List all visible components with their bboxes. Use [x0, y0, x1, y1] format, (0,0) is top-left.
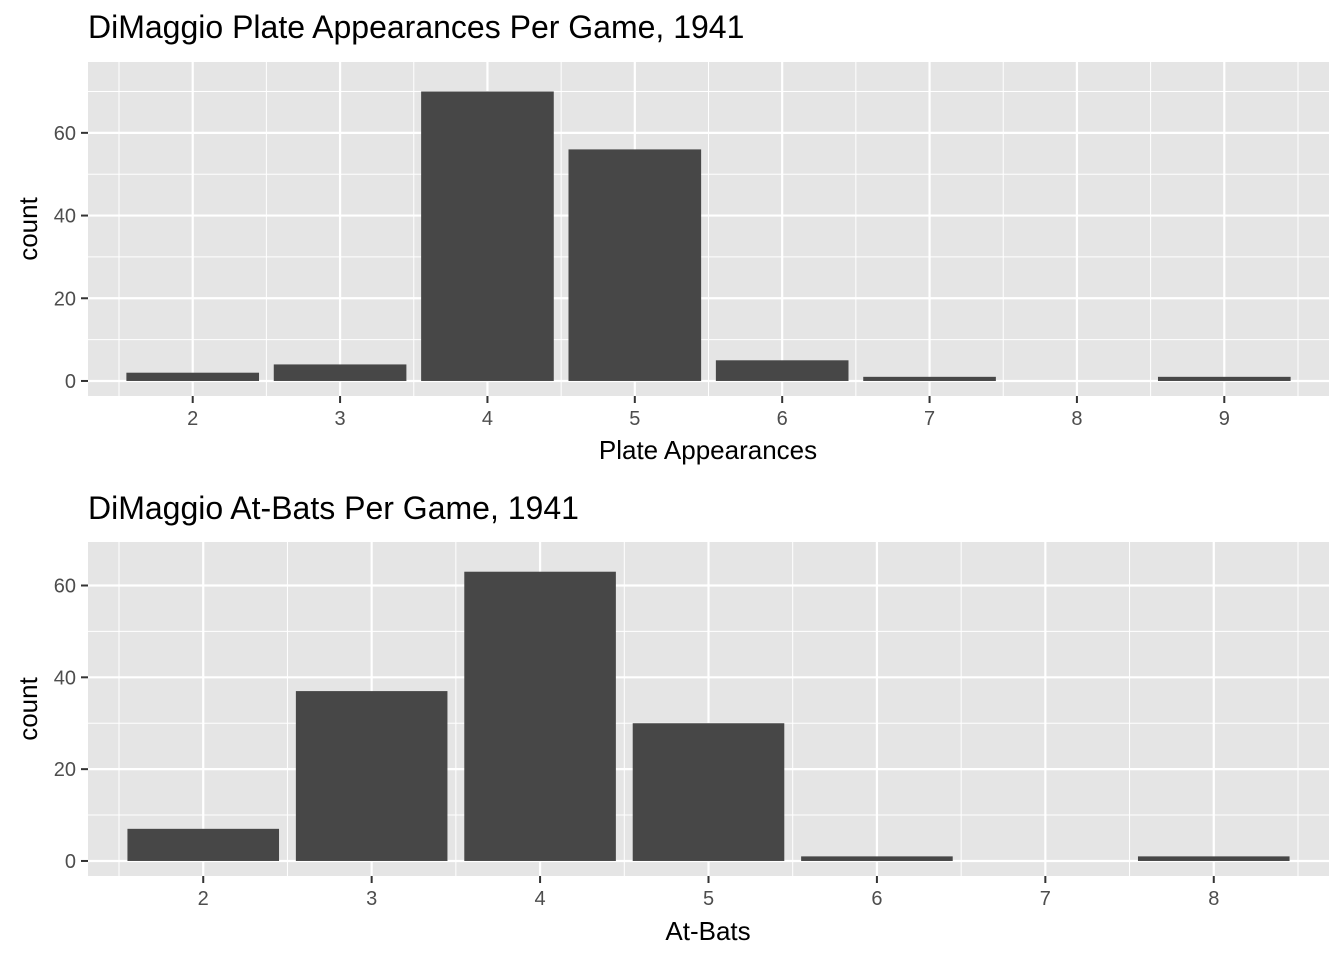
- x-axis-label: At-Bats: [665, 916, 750, 946]
- x-tick-label: 4: [482, 408, 493, 430]
- y-tick-label: 20: [54, 759, 76, 781]
- x-tick-label: 6: [871, 888, 882, 910]
- y-tick-label: 40: [54, 206, 76, 228]
- y-tick-label: 60: [54, 123, 76, 145]
- bar-2: [126, 372, 260, 381]
- bar-2: [127, 828, 280, 861]
- y-axis-label: count: [13, 676, 43, 740]
- x-tick-label: 2: [198, 888, 209, 910]
- x-axis-label: Plate Appearances: [599, 435, 817, 465]
- x-axis-ticks: 2 3 4 5 6 7 8 9: [187, 396, 1230, 430]
- y-axis-label: count: [13, 196, 43, 260]
- x-tick-label: 5: [629, 408, 640, 430]
- x-tick-label: 8: [1071, 408, 1082, 430]
- bar-6: [715, 360, 849, 381]
- bar-9: [1157, 376, 1291, 381]
- bars: [126, 91, 1291, 381]
- y-axis-ticks: 0 20 40 60: [54, 123, 88, 393]
- chart-title: DiMaggio Plate Appearances Per Game, 194…: [88, 9, 744, 45]
- y-tick-label: 60: [54, 575, 76, 597]
- x-tick-label: 8: [1208, 888, 1219, 910]
- chart-title: DiMaggio At-Bats Per Game, 1941: [88, 490, 579, 526]
- x-axis-ticks: 2 3 4 5 6 7 8: [198, 876, 1219, 910]
- y-tick-label: 0: [65, 851, 76, 873]
- bar-4: [421, 91, 554, 381]
- bar-8: [1137, 856, 1290, 861]
- x-tick-label: 2: [187, 408, 198, 430]
- x-tick-label: 6: [777, 408, 788, 430]
- y-axis-ticks: 0 20 40 60: [54, 575, 88, 873]
- x-tick-label: 4: [535, 888, 546, 910]
- chart-plate-appearances: DiMaggio Plate Appearances Per Game, 194…: [13, 9, 1329, 465]
- x-tick-label: 3: [366, 888, 377, 910]
- x-tick-label: 3: [335, 408, 346, 430]
- chart-at-bats: DiMaggio At-Bats Per Game, 1941 0204060 …: [13, 490, 1329, 946]
- bar-3: [273, 364, 407, 381]
- x-tick-label: 7: [1040, 888, 1051, 910]
- bar-5: [632, 723, 785, 861]
- bar-5: [568, 149, 702, 381]
- bar-3: [295, 691, 448, 861]
- bars: [127, 571, 1290, 861]
- bar-4: [464, 571, 616, 861]
- y-tick-label: 0: [65, 371, 76, 393]
- x-tick-label: 7: [924, 408, 935, 430]
- y-tick-label: 20: [54, 288, 76, 310]
- y-tick-label: 40: [54, 667, 76, 689]
- bar-7: [863, 376, 996, 381]
- bar-6: [801, 856, 953, 861]
- x-tick-label: 9: [1219, 408, 1230, 430]
- x-tick-label: 5: [703, 888, 714, 910]
